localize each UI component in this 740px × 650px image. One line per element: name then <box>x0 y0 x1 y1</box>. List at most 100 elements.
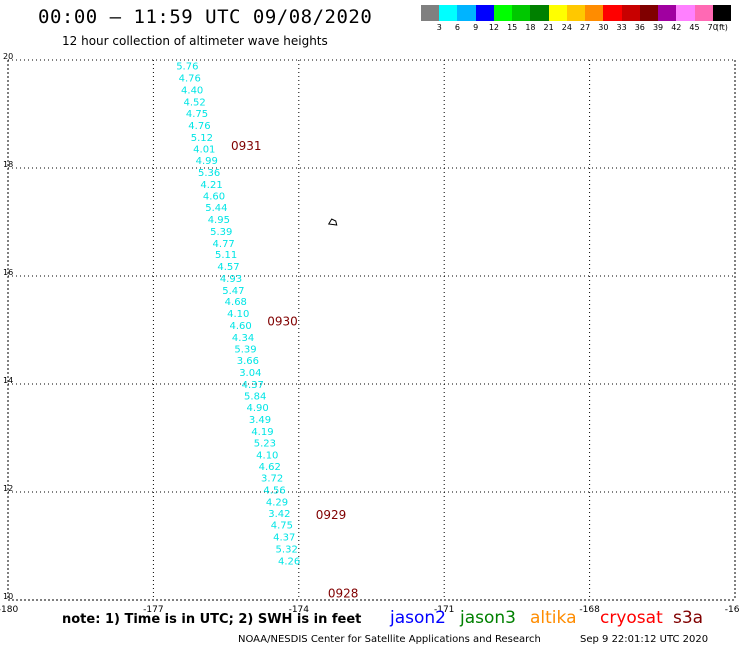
lat-lon-grid <box>7 59 736 601</box>
lat-tick-label: 12 <box>3 484 13 493</box>
colorbar-tick-label: 3 <box>436 23 442 32</box>
axis-tick-labels: -180 -177 -174 -171 -168 -165 20 18 16 14 12 10 <box>0 52 740 615</box>
lat-tick-label: 16 <box>3 268 13 277</box>
wave-height-reading: 4.60 <box>230 321 252 332</box>
colorbar-tick-label: 30 <box>598 23 609 32</box>
wave-height-reading: 5.84 <box>244 392 266 403</box>
colorbar-swatch <box>566 5 586 21</box>
lon-tick-label: -171 <box>434 605 454 615</box>
colorbar-swatch <box>530 5 549 21</box>
satellite-label-altika: altika <box>530 608 577 628</box>
colorbar-tick-label: 18 <box>525 23 536 32</box>
wave-height-reading: 5.12 <box>191 133 213 144</box>
wave-height-reading: 3.72 <box>261 474 283 485</box>
wave-height-reading: 4.68 <box>225 297 247 308</box>
island-outline <box>327 218 338 226</box>
wave-height-reading: 4.99 <box>196 156 218 167</box>
wave-height-reading: 4.77 <box>213 239 235 250</box>
wave-height-reading: 4.60 <box>203 191 225 202</box>
time-label: 0930 <box>267 315 298 329</box>
map-frame <box>7 59 736 601</box>
wave-height-reading: 4.75 <box>271 521 293 532</box>
colorbar-swatch <box>694 5 713 21</box>
colorbar-tick-label: 27 <box>580 23 591 32</box>
colorbar-swatch <box>621 5 640 21</box>
wave-height-reading: 5.44 <box>205 203 227 214</box>
wave-height-reading: 4.37 <box>273 533 295 544</box>
colorbar-tick-label: 6 <box>454 23 461 32</box>
wave-height-reading: 5.36 <box>198 168 220 179</box>
satellite-label-cryosat: cryosat <box>600 608 663 628</box>
wave-height-reading: 4.10 <box>256 451 278 462</box>
wave-height-reading: 5.32 <box>276 544 298 555</box>
wave-height-reading: 5.76 <box>176 62 198 73</box>
colorbar-tick-label: 21 <box>543 23 554 32</box>
lat-tick-label: 14 <box>3 376 13 385</box>
wave-height-reading: 4.57 <box>217 262 239 273</box>
lon-tick-label: -168 <box>579 605 600 615</box>
colorbar-tick-label: 9 <box>473 23 479 32</box>
island-marker <box>327 218 338 226</box>
colorbar-labels: 3 6 9 12 15 18 21 24 27 30 33 36 39 42 45 70 (ft) <box>421 21 731 35</box>
wave-height-reading: 3.66 <box>237 356 259 367</box>
wave-height-reading: 4.01 <box>193 144 215 155</box>
lon-tick-label: -177 <box>143 605 163 615</box>
colorbar-tick-label: 70 <box>707 23 718 32</box>
wave-height-reading: 4.75 <box>186 109 208 120</box>
time-label: 0931 <box>231 139 262 153</box>
colorbar-swatch <box>475 5 494 21</box>
altimeter-track: 5.764.764.404.524.754.765.124.014.995.36… <box>176 62 358 601</box>
wave-height-reading: 4.29 <box>266 498 288 509</box>
wave-height-reading: 4.26 <box>278 556 300 567</box>
wave-height-reading: 4.37 <box>242 380 264 391</box>
colorbar-tick-label: 36 <box>634 23 645 32</box>
wave-height-reading: 5.47 <box>222 286 244 297</box>
lon-tick-label: -180 <box>0 605 18 615</box>
lon-tick-label: -174 <box>289 605 310 615</box>
wave-height-reading: 4.93 <box>220 274 242 285</box>
colorbar-swatch <box>439 5 458 21</box>
colorbar-swatch <box>548 5 567 21</box>
colorbar-tick-label: 12 <box>488 23 500 32</box>
page-subtitle: 12 hour collection of altimeter wave hei… <box>62 34 328 48</box>
colorbar-tick-label: 15 <box>507 23 518 32</box>
units-note: note: 1) Time is in UTC; 2) SWH is in fe… <box>62 612 362 627</box>
wave-height-reading: 4.90 <box>246 403 268 414</box>
wave-height-reading: 5.39 <box>234 345 256 356</box>
time-label: 0928 <box>328 586 359 600</box>
colorbar-swatch <box>676 5 695 21</box>
lat-tick-label: 18 <box>3 160 13 169</box>
page-title: 00:00 — 11:59 UTC 09/08/2020 <box>38 6 373 28</box>
wave-height-reading: 3.42 <box>268 509 290 520</box>
color-legend: 3 6 9 12 15 18 21 24 27 30 33 36 39 42 45 70 (ft) <box>421 5 731 35</box>
lat-tick-label: 10 <box>3 592 13 601</box>
colorbar-swatch <box>639 5 659 21</box>
wave-height-reading: 4.76 <box>179 74 201 85</box>
colorbar-tick-label: 39 <box>652 23 664 32</box>
wave-height-reading: 4.76 <box>188 121 210 132</box>
lon-tick-label: -165 <box>725 605 740 615</box>
wave-height-reading: 4.10 <box>227 309 249 320</box>
colorbar-swatch <box>603 5 622 21</box>
satellite-label-s3a: s3a <box>673 608 704 628</box>
colorbar-swatch <box>421 5 440 21</box>
credit-line: NOAA/NESDIS Center for Satellite Applica… <box>238 634 541 645</box>
satellite-label-jason3: jason3 <box>460 608 516 628</box>
colorbar-swatch <box>658 5 677 21</box>
colorbar-swatch <box>712 5 731 21</box>
wave-height-reading: 5.23 <box>254 439 276 450</box>
colorbar-tick-label: (ft) <box>715 23 728 32</box>
wave-height-reading: 4.62 <box>259 462 281 473</box>
time-label: 0929 <box>316 508 347 522</box>
colorbar-tick-label: 45 <box>689 23 700 32</box>
colorbar-tick-label: 42 <box>671 23 682 32</box>
colorbar-tick-label: 33 <box>616 23 627 32</box>
wave-height-reading: 5.39 <box>210 227 232 238</box>
satellite-label-jason2: jason2 <box>390 608 446 628</box>
colorbar-swatch <box>512 5 531 21</box>
wave-height-reading: 4.40 <box>181 85 203 96</box>
wave-height-reading: 4.34 <box>232 333 254 344</box>
colorbar-tick-label: 24 <box>561 23 572 32</box>
wave-height-reading: 5.11 <box>215 250 237 261</box>
